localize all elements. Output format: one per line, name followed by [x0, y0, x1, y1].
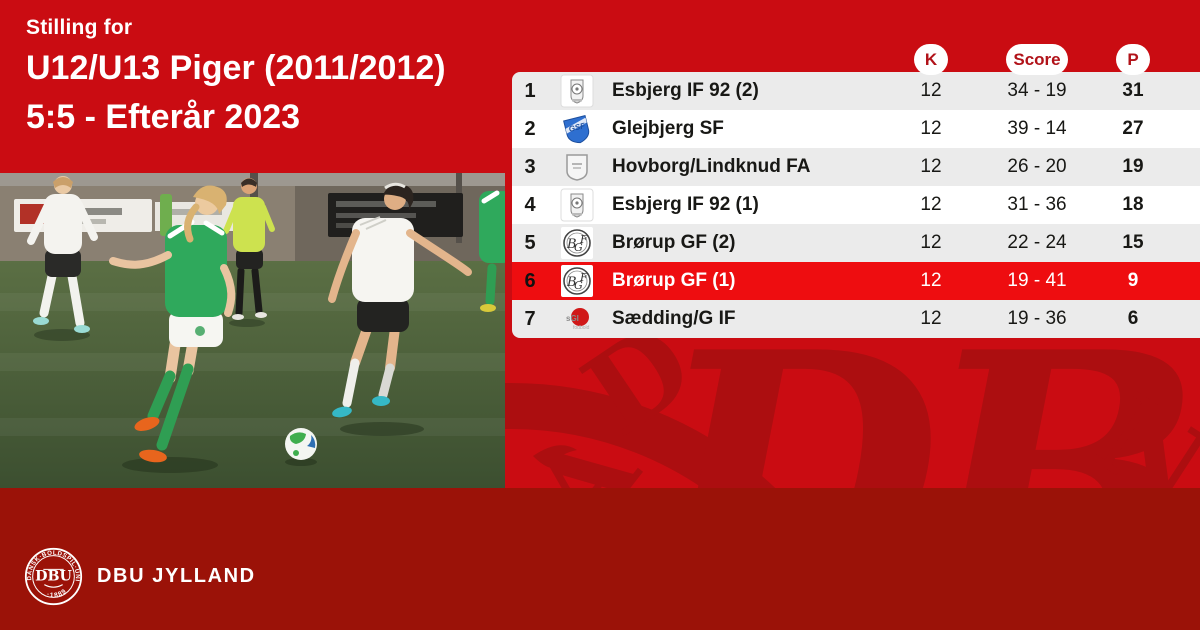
- points: 9: [1127, 270, 1139, 291]
- points: 31: [1122, 80, 1144, 101]
- glejbjerg-sf-crest-icon: GSF: [560, 112, 594, 146]
- svg-text:sGI: sGI: [566, 314, 579, 323]
- points: 18: [1122, 194, 1144, 215]
- page-title: U12/U13 Piger (2011/2012): [26, 49, 446, 87]
- girls-football-match-photo: [0, 173, 505, 488]
- points: 19: [1122, 156, 1144, 177]
- column-header-score: Score: [1006, 44, 1068, 75]
- dbu-crest-watermark-icon: D A DBU N: [505, 338, 1200, 488]
- matches-played: 12: [920, 232, 942, 253]
- matches-played: 12: [920, 118, 942, 139]
- rank: 3: [524, 156, 536, 178]
- goal-score: 19 - 41: [1007, 270, 1067, 291]
- dbu-crest-icon: DANSK·BOLDSPIL·UNION ·1889· DBU: [24, 547, 83, 606]
- rank: 6: [524, 270, 536, 292]
- svg-text:B: B: [566, 237, 577, 252]
- team-name: Esbjerg IF 92 (2): [612, 80, 759, 101]
- column-header-points: P: [1116, 44, 1150, 75]
- player-white-left: [27, 176, 98, 341]
- eyebrow-label: Stilling for: [26, 16, 133, 39]
- table-row: 4 Esbjerg IF 92 (1) 12 31 - 36 18: [512, 186, 1200, 224]
- team-name: Hovborg/Lindknud FA: [612, 156, 811, 177]
- matches-played: 12: [920, 308, 942, 329]
- points: 15: [1122, 232, 1144, 253]
- title-block: Stilling for U12/U13 Piger (2011/2012) 5…: [26, 16, 446, 142]
- referee: [223, 178, 275, 327]
- table-row: 3 Hovborg/Lindknud FA 12 26 - 20 19: [512, 148, 1200, 186]
- table-row: 2 GSF Glejbjerg SF 12 39 - 14 27: [512, 110, 1200, 148]
- goal-score: 26 - 20: [1007, 156, 1067, 177]
- goal-score: 31 - 36: [1007, 194, 1067, 215]
- rank: 1: [524, 80, 536, 102]
- goal-score: 22 - 24: [1007, 232, 1067, 253]
- player-white-right: [328, 182, 472, 436]
- svg-text:fodbold: fodbold: [573, 325, 590, 331]
- hovborg-lindknud-fa-crest-icon: [560, 150, 594, 184]
- svg-text:GSF: GSF: [568, 121, 587, 134]
- team-name: Brørup GF (2): [612, 232, 736, 253]
- table-row: 1 Esbjerg IF 92 (2) 12 34 - 19 31: [512, 72, 1200, 110]
- svg-text:DBU: DBU: [645, 338, 1200, 488]
- esbjerg-if-92-crest-icon: [560, 188, 594, 222]
- brand-name: DBU JYLLAND: [97, 565, 256, 587]
- goal-score: 34 - 19: [1007, 80, 1067, 101]
- rank: 7: [524, 308, 536, 330]
- svg-text:DBU: DBU: [35, 569, 72, 585]
- points: 6: [1127, 308, 1139, 329]
- matches-played: 12: [920, 194, 942, 215]
- matches-played: 12: [920, 80, 942, 101]
- table-row: 7 sGI fodbold Sædding/G IF 12 19 - 36 6: [512, 300, 1200, 338]
- saedding-g-if-crest-icon: sGI fodbold: [560, 302, 594, 336]
- standings-table: 1 Esbjerg IF 92 (2) 12 34 - 19 31 2 GSF …: [512, 72, 1200, 338]
- svg-text:G: G: [574, 279, 583, 292]
- column-header-played: K: [914, 44, 948, 75]
- svg-text:G: G: [574, 241, 583, 254]
- page-subtitle: 5:5 - Efterår 2023: [26, 98, 301, 136]
- team-name: Sædding/G IF: [612, 308, 736, 329]
- esbjerg-if-92-crest-icon: [560, 74, 594, 108]
- goal-score: 39 - 14: [1007, 118, 1067, 139]
- player-green-main: [109, 185, 236, 473]
- points: 27: [1122, 118, 1144, 139]
- rank: 5: [524, 232, 536, 254]
- player-green-right-edge: [479, 190, 505, 312]
- team-name: Esbjerg IF 92 (1): [612, 194, 759, 215]
- goal-score: 19 - 36: [1007, 308, 1067, 329]
- team-name: Glejbjerg SF: [612, 118, 724, 139]
- footer-band: [0, 488, 1200, 630]
- football: [285, 428, 317, 466]
- svg-text:B: B: [566, 275, 577, 290]
- svg-text:F: F: [579, 271, 588, 284]
- rank: 2: [524, 118, 536, 140]
- team-name: Brørup GF (1): [612, 270, 736, 291]
- rank: 4: [524, 194, 536, 216]
- svg-text:F: F: [579, 233, 588, 246]
- matches-played: 12: [920, 270, 942, 291]
- matches-played: 12: [920, 156, 942, 177]
